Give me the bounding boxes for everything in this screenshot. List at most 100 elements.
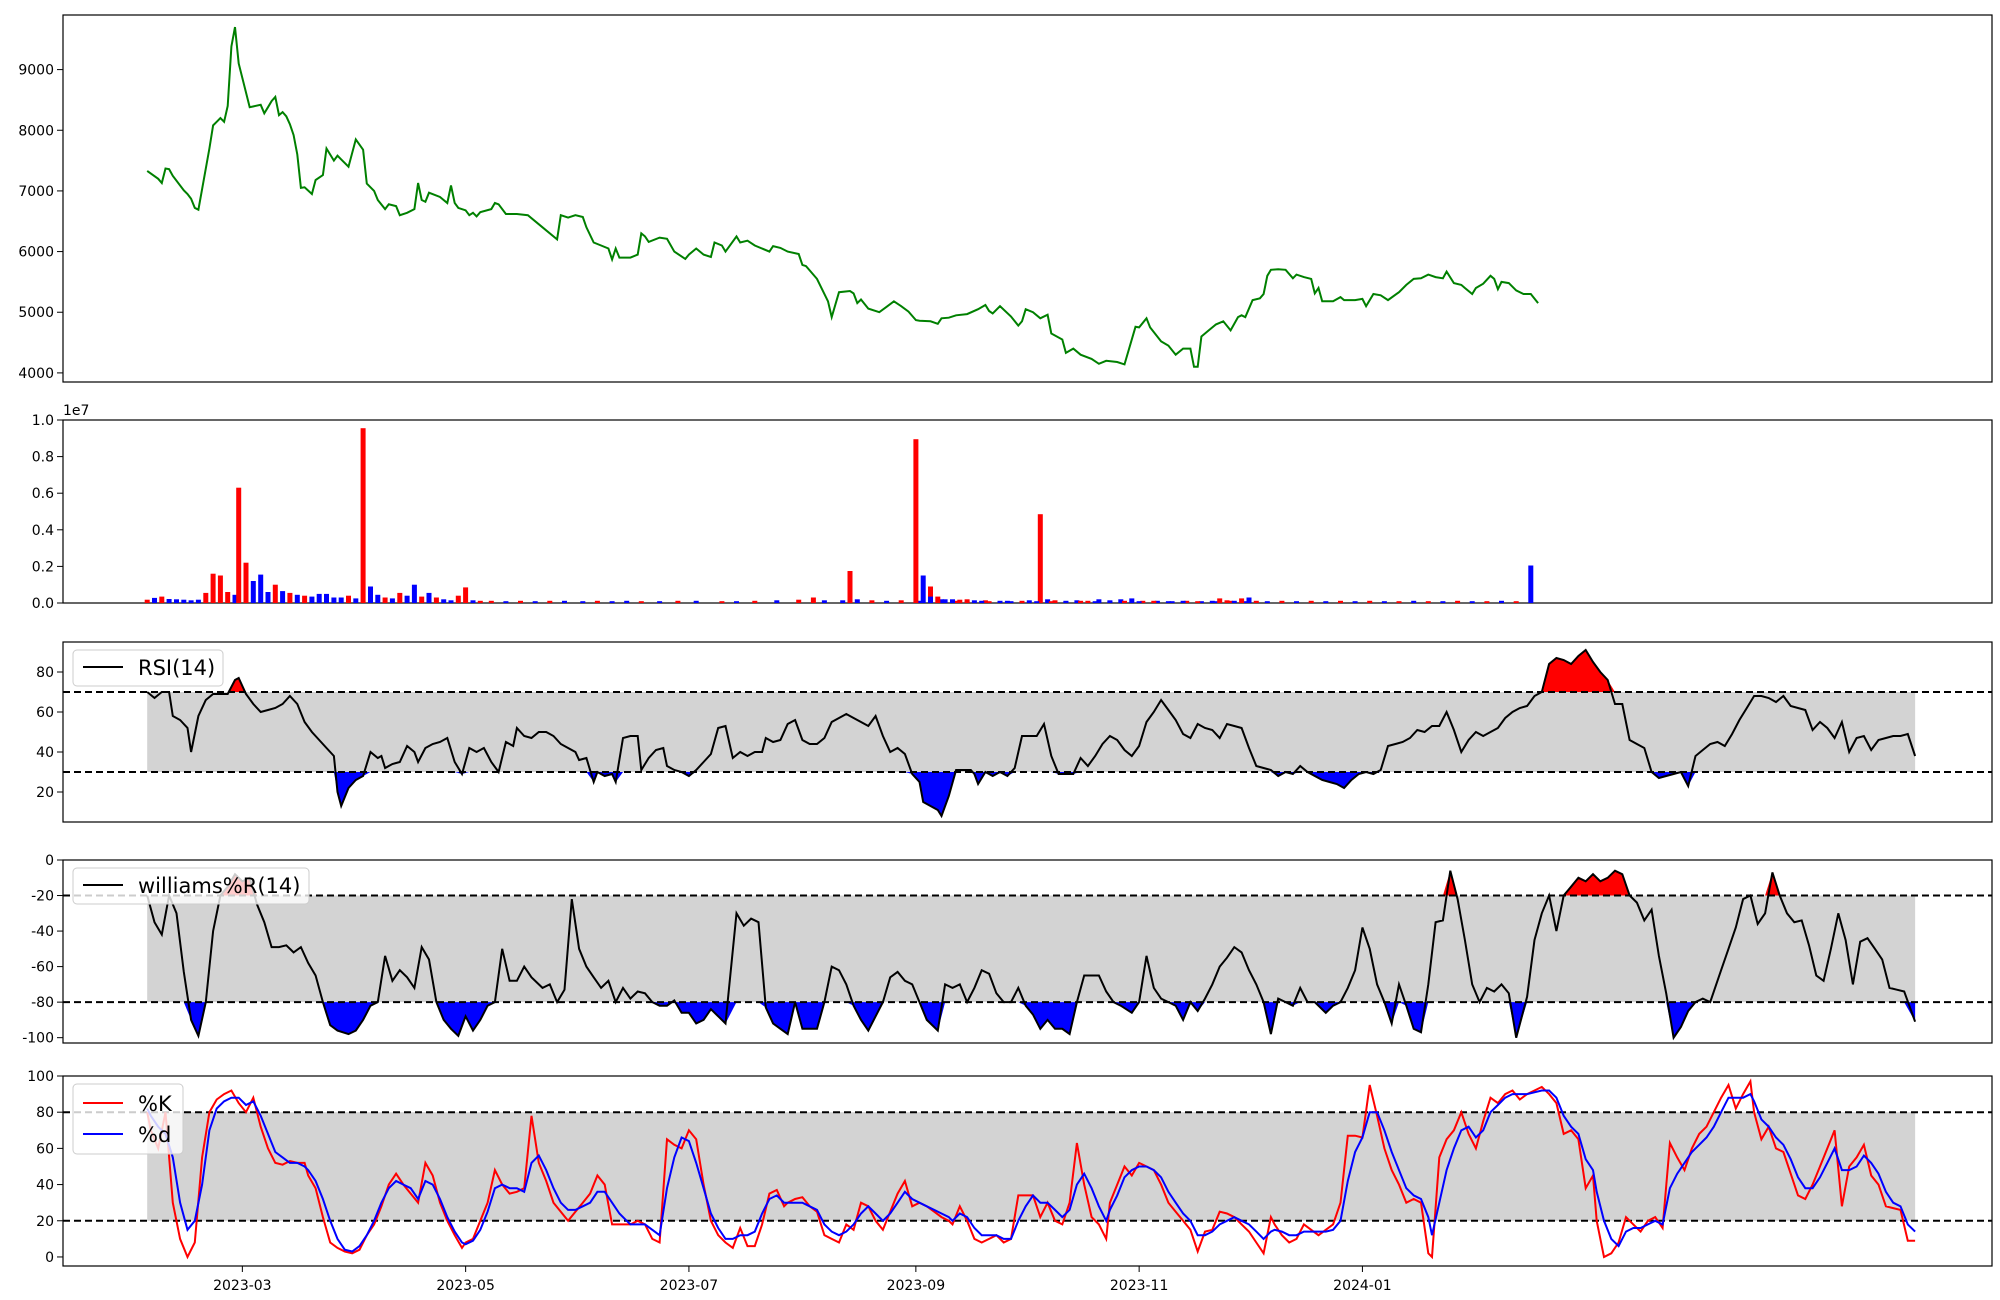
volume-axes-frame [62,419,1993,604]
rsi-panel: 20 40 60 80 RSI(14) [36,641,1993,823]
y-tick-label: -20 [31,889,54,905]
oversold-fill [147,1002,1916,1038]
volume-bar [847,571,853,603]
volume-bar [324,593,329,603]
volume-bar [1264,601,1270,603]
volume-bar [1026,600,1032,603]
volume-bar [1231,600,1237,603]
volume-bar [411,584,417,603]
volume-scale-label: 1e7 [63,403,89,419]
volume-bar [1184,600,1190,603]
indicator-line [146,869,1917,1041]
volume-bar [1037,514,1043,603]
volume-bar [913,439,919,603]
volume-bar [159,596,165,603]
volume-bar [294,594,300,603]
volume-bar [1352,601,1358,603]
volume-bar [1195,601,1201,603]
neutral-band [147,1112,1916,1221]
volume-bar [258,574,264,603]
volume-bar [1228,600,1234,603]
volume-bar [957,599,963,603]
volume-y-ticks: 0.0 0.2 0.4 0.6 0.8 1.0 [32,413,63,612]
volume-bar [455,595,461,603]
williams-panel: -100 -80 -60 -40 -20 0 williams%R(14) [22,853,1993,1047]
volume-bar [1063,601,1069,603]
rsi-plot-area [63,648,1992,819]
volume-bar [1048,601,1054,603]
d-legend-label: %d [138,1123,171,1147]
volume-bar [382,597,388,603]
neutral-band [147,692,1916,772]
y-tick-label: 0.8 [32,450,54,466]
volume-bar [389,598,395,603]
volume-bar [353,598,359,603]
price-line [146,26,1539,368]
volume-bar [1338,600,1343,603]
volume-bar [477,600,483,603]
williams-legend: williams%R(14) [72,867,310,905]
volume-bar [1074,600,1080,603]
volume-bar [448,600,454,603]
k-legend-label: %K [138,1092,173,1116]
x-tick-label: 2023-11 [1110,1278,1169,1294]
volume-bar [1209,600,1215,603]
volume-bar [854,599,860,603]
volume-bar [152,597,157,603]
volume-bar [265,592,271,603]
y-tick-label: -60 [31,960,54,976]
williams-y-ticks: -100 -80 -60 -40 -20 0 [22,853,63,1047]
volume-bar [1381,601,1387,603]
stochastic-legend-box [72,1083,184,1155]
volume-bar [624,600,630,603]
volume-bar [368,586,373,603]
volume-bar [1169,601,1175,603]
volume-bar [316,593,322,603]
x-tick-label: 2023-07 [660,1278,719,1294]
overbought-fill [147,650,1916,692]
volume-bar [397,592,403,603]
volume-bar [272,584,278,603]
volume-bar [1096,599,1102,603]
volume-bar [928,596,933,603]
volume-bar [1136,601,1142,603]
volume-bar [942,599,948,603]
volume-bar [1019,600,1025,603]
volume-bar [463,587,469,603]
volume-bar [971,600,977,603]
volume-bar [979,600,985,603]
y-tick-label: 20 [36,1214,54,1230]
y-tick-label: 0.0 [32,596,54,612]
volume-bar [1528,565,1534,603]
volume-bar [796,599,802,603]
williams-legend-label: williams%R(14) [138,874,300,898]
volume-bar [166,599,172,603]
volume-bar [1279,600,1285,603]
volume-bar [203,592,209,603]
volume-bar [953,600,959,603]
volume-bar [1151,600,1157,603]
x-tick-label: 2023-05 [436,1278,495,1294]
volume-bar [1154,600,1160,603]
y-tick-label: 60 [36,705,54,721]
volume-bar [1484,601,1490,603]
volume-bar [338,597,344,603]
volume-bar [302,595,308,603]
volume-bar [195,599,201,603]
volume-bar [331,597,337,603]
price-axes-frame [62,14,1993,383]
volume-bar [774,600,780,603]
volume-bar [1078,600,1084,603]
volume-bar [917,600,922,603]
volume-bar [562,600,567,603]
volume-bar [580,601,586,603]
volume-panel: 1e7 0.0 0.2 0.4 0.6 0.8 1.0 [32,403,1993,612]
volume-bar [884,600,890,603]
indicator-line [146,648,1917,819]
volume-bar [547,600,553,603]
volume-bar [210,573,216,603]
volume-bar [1308,600,1314,603]
volume-bar [675,600,681,603]
volume-bar [1045,599,1051,603]
